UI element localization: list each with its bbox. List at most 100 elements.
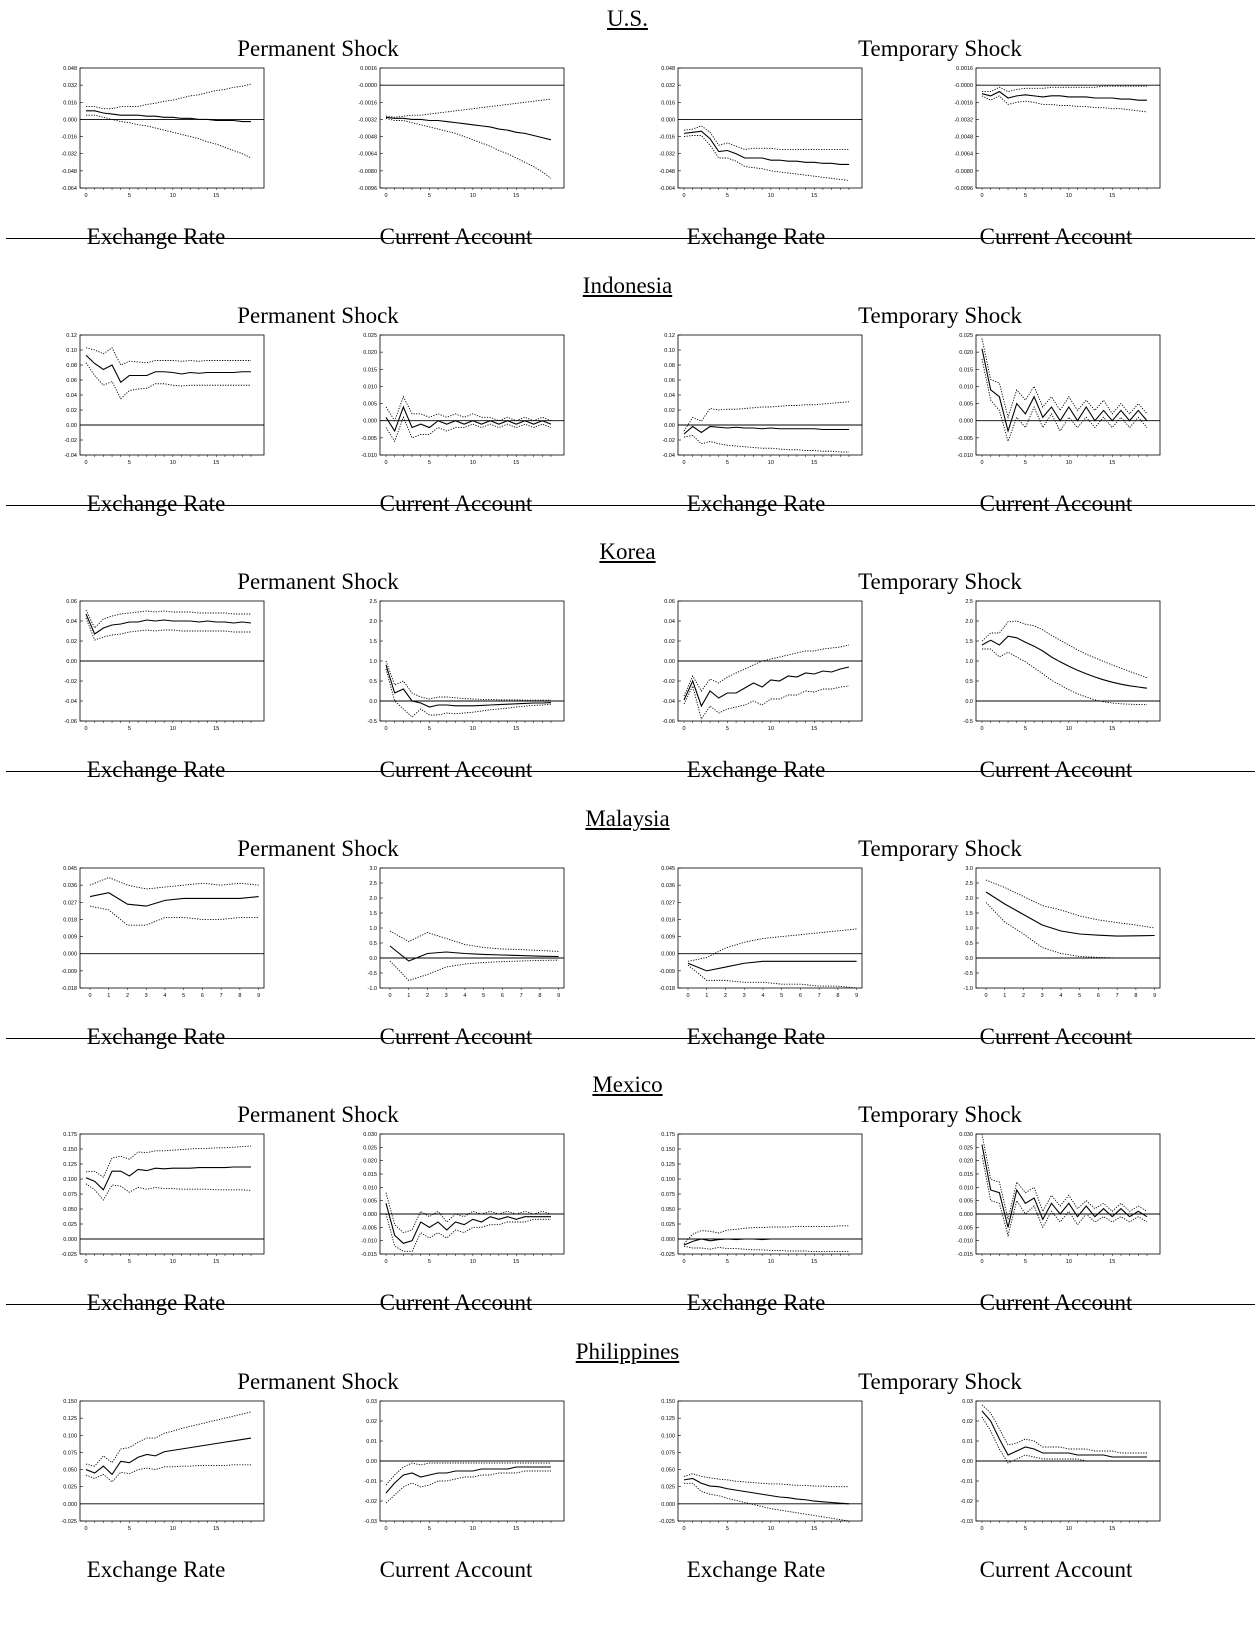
x-tick-label: 5: [182, 993, 185, 999]
y-tick-label: 0.01: [366, 1439, 377, 1445]
current-account-label: Current Account: [979, 1024, 1133, 1049]
country-title: Korea: [599, 539, 656, 564]
y-tick-label: 0.00: [366, 1459, 377, 1465]
country-section: Indonesia Permanent Shock Temporary Shock E…: [0, 271, 1255, 548]
y-tick-label: 0.0: [965, 956, 973, 962]
y-tick-label: 0.02: [962, 1419, 973, 1425]
y-tick-label: 0.020: [363, 1159, 377, 1165]
y-tick-label: 0.075: [661, 1450, 675, 1456]
country-title: Indonesia: [582, 273, 673, 298]
x-tick-label: 0: [384, 726, 387, 732]
y-tick-label: 1.0: [965, 926, 973, 932]
x-tick-label: 5: [428, 726, 431, 732]
y-tick-label: 0.0016: [360, 66, 377, 72]
irf-chart: 0.030 0.025 0.020 0.015 0.010 0.005 0.000 -0.00…: [957, 1132, 1161, 1265]
irf-chart: 0.048 0.032 0.016 0.000 -0.016 -0.032 -0.048 -0…: [659, 66, 863, 199]
y-tick-label: 0.032: [63, 83, 77, 89]
irf-chart: 2.5 2.0 1.5 1.0 0.5 0.0 -0.5 0 5 10 15: [368, 599, 565, 732]
x-tick-label: 9: [257, 993, 260, 999]
y-tick-label: 0.0: [965, 699, 973, 705]
confidence-band-line: [985, 902, 1155, 959]
y-tick-label: 0.005: [959, 1199, 973, 1205]
response-line: [385, 1203, 551, 1244]
x-tick-label: 4: [1059, 993, 1062, 999]
y-tick-label: 0.02: [66, 408, 77, 414]
y-tick-label: 0.015: [959, 1172, 973, 1178]
x-tick-label: 5: [482, 993, 485, 999]
x-tick-label: 2: [724, 993, 727, 999]
x-tick-label: 15: [213, 726, 219, 732]
x-tick-label: 5: [726, 1259, 729, 1265]
y-tick-label: -0.025: [61, 1519, 77, 1525]
exchange-rate-label: Exchange Rate: [686, 224, 826, 249]
confidence-band-line: [385, 660, 551, 701]
x-tick-label: 10: [470, 460, 476, 466]
y-tick-label: -0.0000: [954, 83, 973, 89]
response-line: [385, 1466, 551, 1494]
y-tick-label: 0.000: [959, 419, 973, 425]
current-account-label: Current Account: [379, 757, 533, 782]
x-tick-label: 10: [1066, 1259, 1072, 1265]
y-tick-label: -0.04: [662, 699, 675, 705]
irf-chart: 0.0016 -0.0000 -0.0016 -0.0032 -0.0048 -0.006…: [954, 66, 1161, 199]
x-tick-label: 15: [213, 193, 219, 199]
response-line: [981, 90, 1147, 101]
section-divider: [6, 238, 1255, 239]
confidence-band-line: [385, 1192, 552, 1234]
response-line: [981, 1410, 1147, 1458]
x-tick-label: 10: [768, 460, 774, 466]
y-tick-label: 0.12: [664, 333, 675, 339]
y-tick-label: -0.025: [659, 1519, 675, 1525]
confidence-band-line: [385, 416, 552, 443]
confidence-band-line: [385, 1462, 551, 1486]
irf-chart: 0.06 0.04 0.02 0.00 -0.02 -0.04 -0.06 0 5 10 15: [64, 599, 265, 732]
y-tick-label: 0.04: [66, 393, 77, 399]
x-tick-label: 7: [520, 993, 523, 999]
x-tick-label: 1: [407, 993, 410, 999]
confidence-band-line: [985, 879, 1155, 929]
confidence-band-line: [389, 930, 559, 952]
x-tick-label: 10: [1066, 460, 1072, 466]
irf-chart: 0.175 0.150 0.125 0.100 0.075 0.050 0.025 0.000…: [659, 1132, 863, 1265]
confidence-band-line: [85, 1183, 252, 1201]
confidence-band-line: [85, 1411, 252, 1467]
confidence-band-line: [385, 98, 552, 118]
y-tick-label: 0.036: [63, 883, 77, 889]
y-tick-label: 0.000: [661, 1237, 675, 1243]
x-tick-label: 4: [163, 993, 166, 999]
section-divider: [6, 505, 1255, 506]
confidence-band-line: [981, 1155, 1148, 1238]
x-tick-label: 0: [84, 1526, 87, 1532]
x-tick-label: 5: [428, 1259, 431, 1265]
confidence-band-line: [683, 1473, 849, 1488]
y-tick-label: 1.0: [369, 926, 377, 932]
response-line: [385, 405, 552, 433]
temporary-shock-heading: Temporary Shock: [858, 836, 1022, 861]
temporary-shock-heading: Temporary Shock: [858, 1369, 1022, 1394]
x-tick-label: 0: [88, 993, 91, 999]
y-tick-label: 2.0: [369, 619, 377, 625]
x-tick-label: 5: [726, 460, 729, 466]
x-tick-label: 0: [682, 1259, 685, 1265]
y-tick-label: -0.06: [662, 719, 675, 725]
permanent-shock-heading: Permanent Shock: [237, 1102, 399, 1127]
y-tick-label: 0.5: [369, 941, 377, 947]
plot-frame: [677, 1133, 863, 1255]
y-tick-label: 0.048: [661, 66, 675, 72]
x-tick-label: 4: [761, 993, 764, 999]
x-tick-label: 15: [1109, 1259, 1115, 1265]
y-tick-label: -0.005: [361, 1225, 377, 1231]
x-tick-label: 15: [1109, 460, 1115, 466]
x-tick-label: 5: [428, 1526, 431, 1532]
y-tick-label: 0.025: [959, 333, 973, 339]
y-tick-label: 0.050: [661, 1468, 675, 1474]
x-tick-label: 5: [1024, 193, 1027, 199]
exchange-rate-label: Exchange Rate: [686, 491, 826, 516]
y-tick-label: -0.064: [61, 186, 77, 192]
irf-chart: 0.025 0.020 0.015 0.010 0.005 0.000 -0.005 -0.0…: [361, 333, 565, 466]
x-tick-label: 0: [682, 1526, 685, 1532]
y-tick-label: 0.150: [661, 1399, 675, 1405]
confidence-band-line: [982, 85, 1147, 93]
response-line: [683, 666, 850, 708]
y-tick-label: 0.000: [661, 952, 675, 958]
